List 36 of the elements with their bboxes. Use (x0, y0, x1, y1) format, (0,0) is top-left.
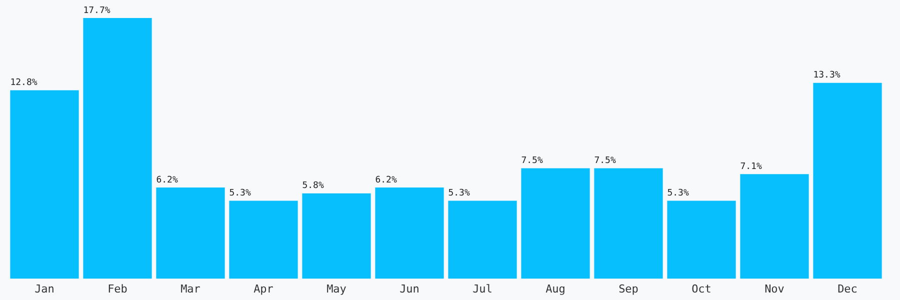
data-label: 5.8% (302, 181, 324, 192)
data-label: 12.8% (10, 78, 38, 88)
bar (302, 193, 371, 279)
bar (667, 200, 736, 279)
data-label: 6.2% (375, 175, 398, 186)
data-label: 5.3% (229, 188, 252, 199)
x-tick-label: Jul (472, 282, 492, 296)
bar (594, 168, 663, 279)
bar (813, 82, 882, 279)
data-label: 13.3% (813, 70, 841, 81)
x-tick-label: Jan (34, 282, 54, 296)
data-label: 7.5% (521, 156, 544, 166)
x-tick-label: Dec (838, 282, 858, 296)
data-label: 7.5% (594, 156, 616, 166)
bar (10, 90, 79, 279)
data-label: 5.3% (667, 188, 690, 199)
x-tick-label: Apr (254, 282, 274, 296)
bar (156, 187, 225, 279)
bar (521, 168, 590, 279)
x-tick-label: Jun (400, 282, 420, 296)
data-label: 7.1% (740, 162, 762, 172)
data-label: 6.2% (156, 175, 178, 186)
x-tick-label: Mar (180, 282, 201, 296)
bar (83, 18, 152, 279)
x-tick-label: Aug (546, 282, 566, 296)
x-tick-label: Sep (618, 282, 638, 296)
x-tick-label: May (326, 282, 347, 296)
bar (448, 200, 517, 279)
x-tick-label: Oct (692, 282, 712, 296)
bar (740, 174, 809, 279)
bar (375, 187, 444, 279)
x-tick-label: Feb (108, 282, 128, 296)
x-tick-label: Nov (764, 282, 785, 296)
bar (229, 200, 298, 279)
data-label: 5.3% (448, 188, 470, 199)
data-label: 17.7% (83, 6, 111, 16)
